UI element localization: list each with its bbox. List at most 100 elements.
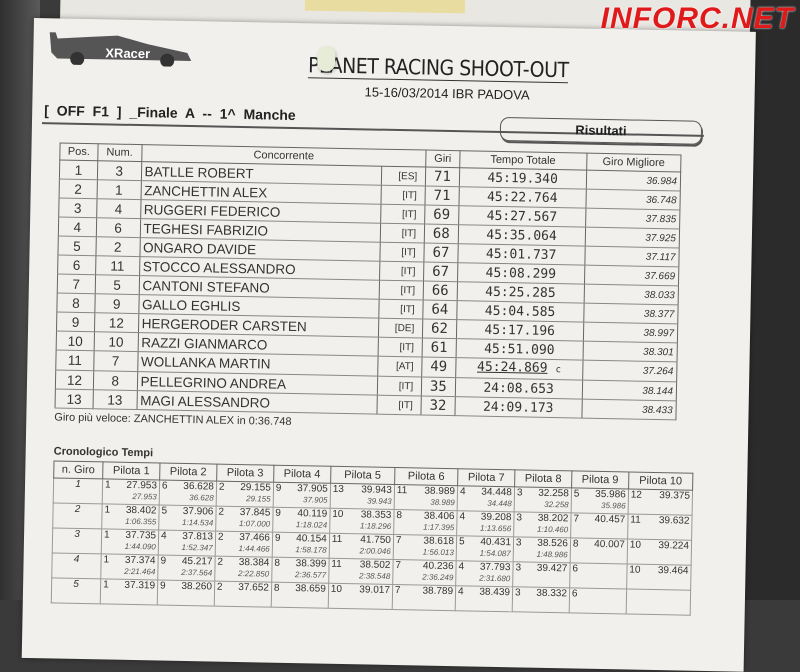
car-number: 11 <box>95 256 139 276</box>
total-time-value: 45:35.064 <box>486 227 557 243</box>
cumulative-time: 1:14.534 <box>161 518 213 529</box>
best-lap: 37.264 <box>582 360 677 382</box>
cumulative-time: 2:37.564 <box>160 568 212 579</box>
lap-time: 32.258 <box>538 488 569 501</box>
cumulative-time: 39.943 <box>332 496 391 507</box>
best-lap: 38.301 <box>583 341 678 362</box>
lap-time: 40.119 <box>297 508 327 521</box>
page-title: PLANET RACING SHOOT-OUT <box>308 53 569 83</box>
car-number: 5 <box>574 488 580 500</box>
position: 6 <box>58 255 96 275</box>
lap-time: 38.659 <box>295 583 326 596</box>
car-number: 10 <box>332 509 343 521</box>
column-header: Giro Migliore <box>586 153 681 172</box>
lap-time: 37.374 <box>125 555 156 568</box>
laps: 68 <box>424 224 458 244</box>
car-number: 3 <box>515 587 521 599</box>
total-time-value: 45:08.299 <box>485 265 556 281</box>
column-header: Pilota 8 <box>515 470 572 488</box>
position: 8 <box>57 293 95 313</box>
lap-time: 35.986 <box>595 489 626 502</box>
lap-time: 37.906 <box>183 506 214 519</box>
car-number: 5 <box>161 506 167 518</box>
lap-time: 38.618 <box>423 536 454 549</box>
position: 3 <box>59 198 97 218</box>
cumulative-time: 1:56.013 <box>396 547 454 558</box>
nationality: [DE] <box>379 318 423 338</box>
car-number: 4 <box>96 199 140 219</box>
lap-time: 34.448 <box>481 487 512 500</box>
laps: 67 <box>424 243 458 263</box>
cumulative-time: 35.986 <box>574 500 626 511</box>
total-time-value: 45:24.869 <box>477 360 548 376</box>
nationality: [IT] <box>379 280 423 300</box>
lap-time: 39.427 <box>537 563 568 576</box>
lap-time: 41.750 <box>360 534 391 547</box>
lap-cell: 6 <box>570 563 627 589</box>
car-number: 7 <box>395 585 401 597</box>
column-header: Giri <box>426 150 460 168</box>
column-header: Pilota 3 <box>217 464 274 482</box>
car-number: 8 <box>274 558 280 570</box>
car-number: 7 <box>573 513 579 525</box>
column-header: Num. <box>98 144 142 162</box>
total-time-value: 45:22.764 <box>487 189 558 205</box>
lap-time: 37.466 <box>239 532 270 545</box>
cumulative-time: 2:36.249 <box>395 572 453 583</box>
lap-time: 39.208 <box>481 512 512 525</box>
car-number: 10 <box>630 540 641 552</box>
car-number: 1 <box>104 529 110 541</box>
lap-time: 38.439 <box>479 587 510 600</box>
car-number: 1 <box>103 579 109 591</box>
car-number: 9 <box>95 294 139 314</box>
total-time: 45:04.585 <box>456 301 583 322</box>
cumulative-time: 32.258 <box>517 499 569 510</box>
car-number: 8 <box>573 538 579 550</box>
nationality: [IT] <box>378 337 422 357</box>
cumulative-time: 2:38.548 <box>331 571 390 582</box>
position: 13 <box>55 389 93 409</box>
column-header: Pilota 7 <box>458 469 515 487</box>
position: 7 <box>57 274 95 294</box>
lap-time: 37.319 <box>124 580 155 593</box>
nationality: [IT] <box>380 223 424 243</box>
watermark-logo: INFORC.NET <box>601 2 794 36</box>
car-number: 4 <box>161 531 167 543</box>
lap-time-line: 6 <box>572 563 624 576</box>
best-lap: 37.669 <box>584 265 679 286</box>
lap-time: 27.953 <box>126 480 157 493</box>
car-number: 4 <box>460 486 466 498</box>
car-number: 3 <box>97 161 141 181</box>
driver-name: MAGI ALESSANDRO <box>137 391 378 415</box>
lap-time: 40.007 <box>594 539 625 552</box>
best-lap: 38.997 <box>583 322 678 343</box>
car-number: 12 <box>94 313 138 333</box>
laps: 49 <box>422 357 456 378</box>
lap-time: 39.943 <box>361 484 392 497</box>
lap-time: 38.526 <box>537 538 568 551</box>
column-header: Pilota 10 <box>628 472 692 490</box>
